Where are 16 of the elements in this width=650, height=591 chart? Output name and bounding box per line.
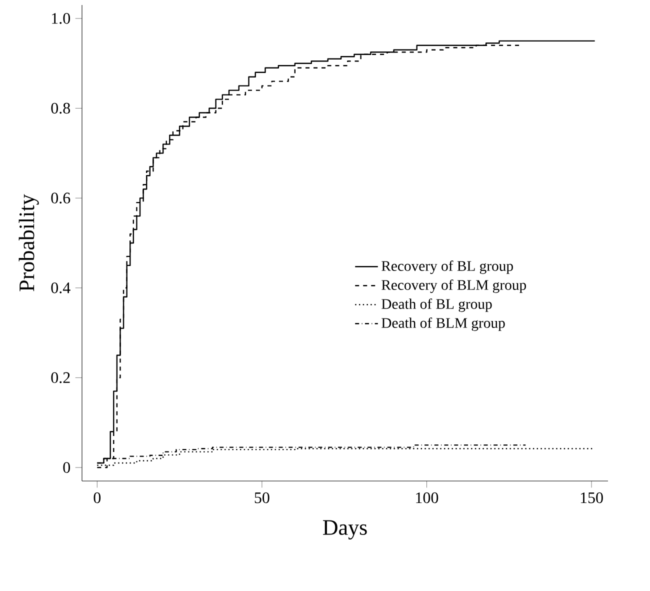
y-tick-label: 0 (63, 462, 70, 473)
y-axis-title: Probability (18, 194, 39, 292)
x-tick-label: 0 (94, 492, 101, 504)
legend-label: Recovery of BL group (382, 260, 513, 274)
legend-label: Death of BLM group (382, 317, 505, 331)
legend-label: Recovery of BLM group (382, 279, 526, 293)
y-tick-label: 0.6 (51, 192, 70, 204)
y-tick-label: 0.4 (51, 282, 70, 294)
x-tick-label: 150 (580, 492, 603, 504)
x-tick-label: 50 (254, 492, 270, 504)
x-axis-title: Days (323, 520, 367, 540)
y-tick-label: 0.2 (51, 372, 70, 384)
x-tick-label: 100 (416, 492, 438, 504)
y-tick-label: 0.8 (51, 102, 70, 114)
legend-label: Death of BL group (382, 298, 492, 312)
y-tick-label: 1.0 (52, 13, 70, 24)
